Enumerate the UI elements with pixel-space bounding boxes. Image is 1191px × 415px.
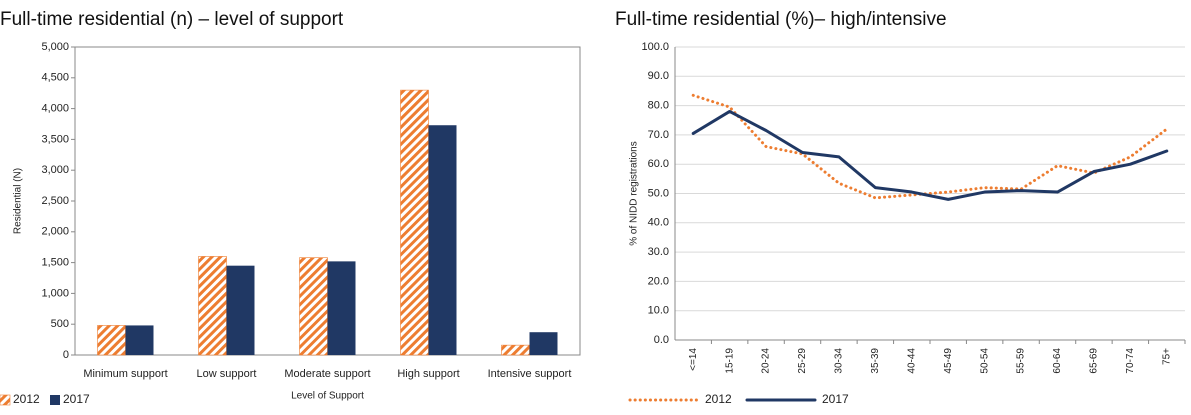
x-tick-label: 30-34 [834,348,845,374]
y-tick-label: 30.0 [648,246,669,258]
y-tick-label: 50.0 [648,187,669,199]
x-tick-label: 70-74 [1125,348,1136,374]
x-tick-label: <=14 [688,348,699,371]
legend-swatch [50,395,60,405]
bar [529,332,558,355]
y-tick-label: 100.0 [641,41,669,53]
bar [501,344,530,356]
legend-label: 2012 [705,392,732,406]
y-tick-label: 80.0 [648,100,669,112]
y-tick-label: 1,500 [41,257,69,269]
x-tick-label: 40-44 [906,348,917,374]
bar [327,261,356,355]
legend-label: 2017 [63,392,90,406]
y-tick-label: 5,000 [41,41,69,53]
y-tick-label: 90.0 [648,70,669,82]
x-tick-label: Intensive support [488,368,572,380]
y-tick-label: 2,000 [41,226,69,238]
y-tick-label: 4,000 [41,103,69,115]
series-line [691,93,1169,200]
x-tick-label: 35-39 [870,348,881,374]
y-tick-label: 3,000 [41,164,69,176]
bar [97,325,126,356]
y-tick-label: 40.0 [648,217,669,229]
bar [198,256,227,356]
x-tick-label: 15-19 [724,348,735,374]
bar [226,265,255,355]
bar [428,125,457,356]
chart-title: Full-time residential (%)– high/intensiv… [615,9,947,30]
chart-title: Full-time residential (n) – level of sup… [0,9,344,30]
y-tick-label: 0.0 [654,334,669,346]
x-tick-label: Minimum support [83,368,167,380]
x-tick-label: High support [397,368,459,380]
y-tick-label: 500 [51,318,69,330]
x-tick-label: Low support [197,368,257,380]
y-tick-label: 10.0 [648,305,669,317]
x-tick-label: 45-49 [943,348,954,374]
x-tick-label: 60-64 [1052,348,1063,374]
y-tick-label: 2,500 [41,195,69,207]
x-tick-label: 25-29 [797,348,808,374]
x-tick-label: 65-69 [1089,348,1100,374]
x-axis-label: Level of Support [291,391,364,402]
x-tick-label: 55-59 [1016,348,1027,374]
y-tick-label: 3,500 [41,133,69,145]
legend-label: 2012 [13,392,40,406]
bar [400,89,429,356]
series-line [691,109,1169,201]
bar [299,257,328,356]
legend-label: 2017 [822,392,849,406]
y-tick-label: 60.0 [648,158,669,170]
y-tick-label: 1,000 [41,287,69,299]
y-tick-label: 0 [63,349,69,361]
y-axis-label: Residential (N) [13,168,24,234]
x-tick-label: 20-24 [761,348,772,374]
x-tick-label: Moderate support [284,368,370,380]
y-tick-label: 70.0 [648,129,669,141]
bar [125,325,154,355]
x-tick-label: 50-54 [979,348,990,374]
y-axis-label: % of NIDD registrations [629,141,640,245]
legend-swatch [0,394,11,406]
y-tick-label: 4,500 [41,72,69,84]
y-tick-label: 20.0 [648,275,669,287]
x-tick-label: 75+ [1161,348,1172,365]
